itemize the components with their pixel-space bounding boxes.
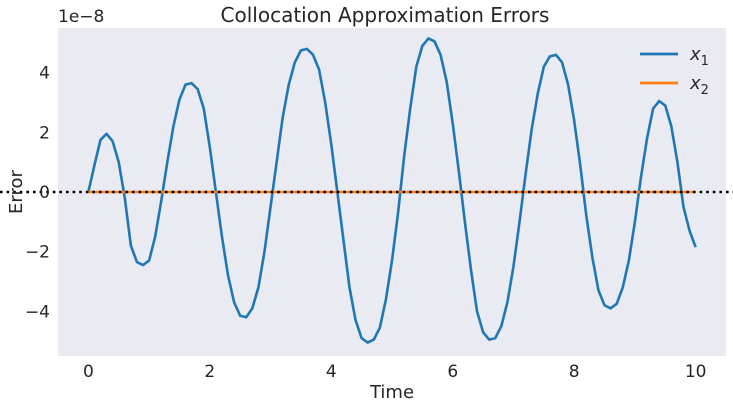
legend-label-base: x xyxy=(689,73,701,94)
y-tick-label: 0 xyxy=(39,183,50,203)
x-tick-label: 8 xyxy=(569,362,580,382)
y-tick-label: 4 xyxy=(39,64,50,84)
x-tick-label: 2 xyxy=(204,362,215,382)
legend-label-base: x xyxy=(689,44,701,65)
y-scale-label: 1e−8 xyxy=(58,7,104,27)
x-axis-label: Time xyxy=(369,382,414,403)
x-tick-label: 0 xyxy=(83,362,94,382)
y-axis-label: Error xyxy=(6,169,27,213)
x-tick-label: 10 xyxy=(685,362,707,382)
legend-label-subscript: 2 xyxy=(701,83,709,98)
legend-label-subscript: 1 xyxy=(701,54,709,69)
series-line-x1 xyxy=(87,37,697,344)
legend-label: x2 xyxy=(689,73,709,98)
y-tick-label: −2 xyxy=(25,243,50,263)
y-tick-label: 2 xyxy=(39,123,50,143)
legend-label: x1 xyxy=(689,44,709,69)
y-tick-label: −4 xyxy=(25,302,50,322)
x-tick-label: 6 xyxy=(447,362,458,382)
x-tick-label: 4 xyxy=(326,362,337,382)
chart-title: Collocation Approximation Errors xyxy=(221,3,550,27)
